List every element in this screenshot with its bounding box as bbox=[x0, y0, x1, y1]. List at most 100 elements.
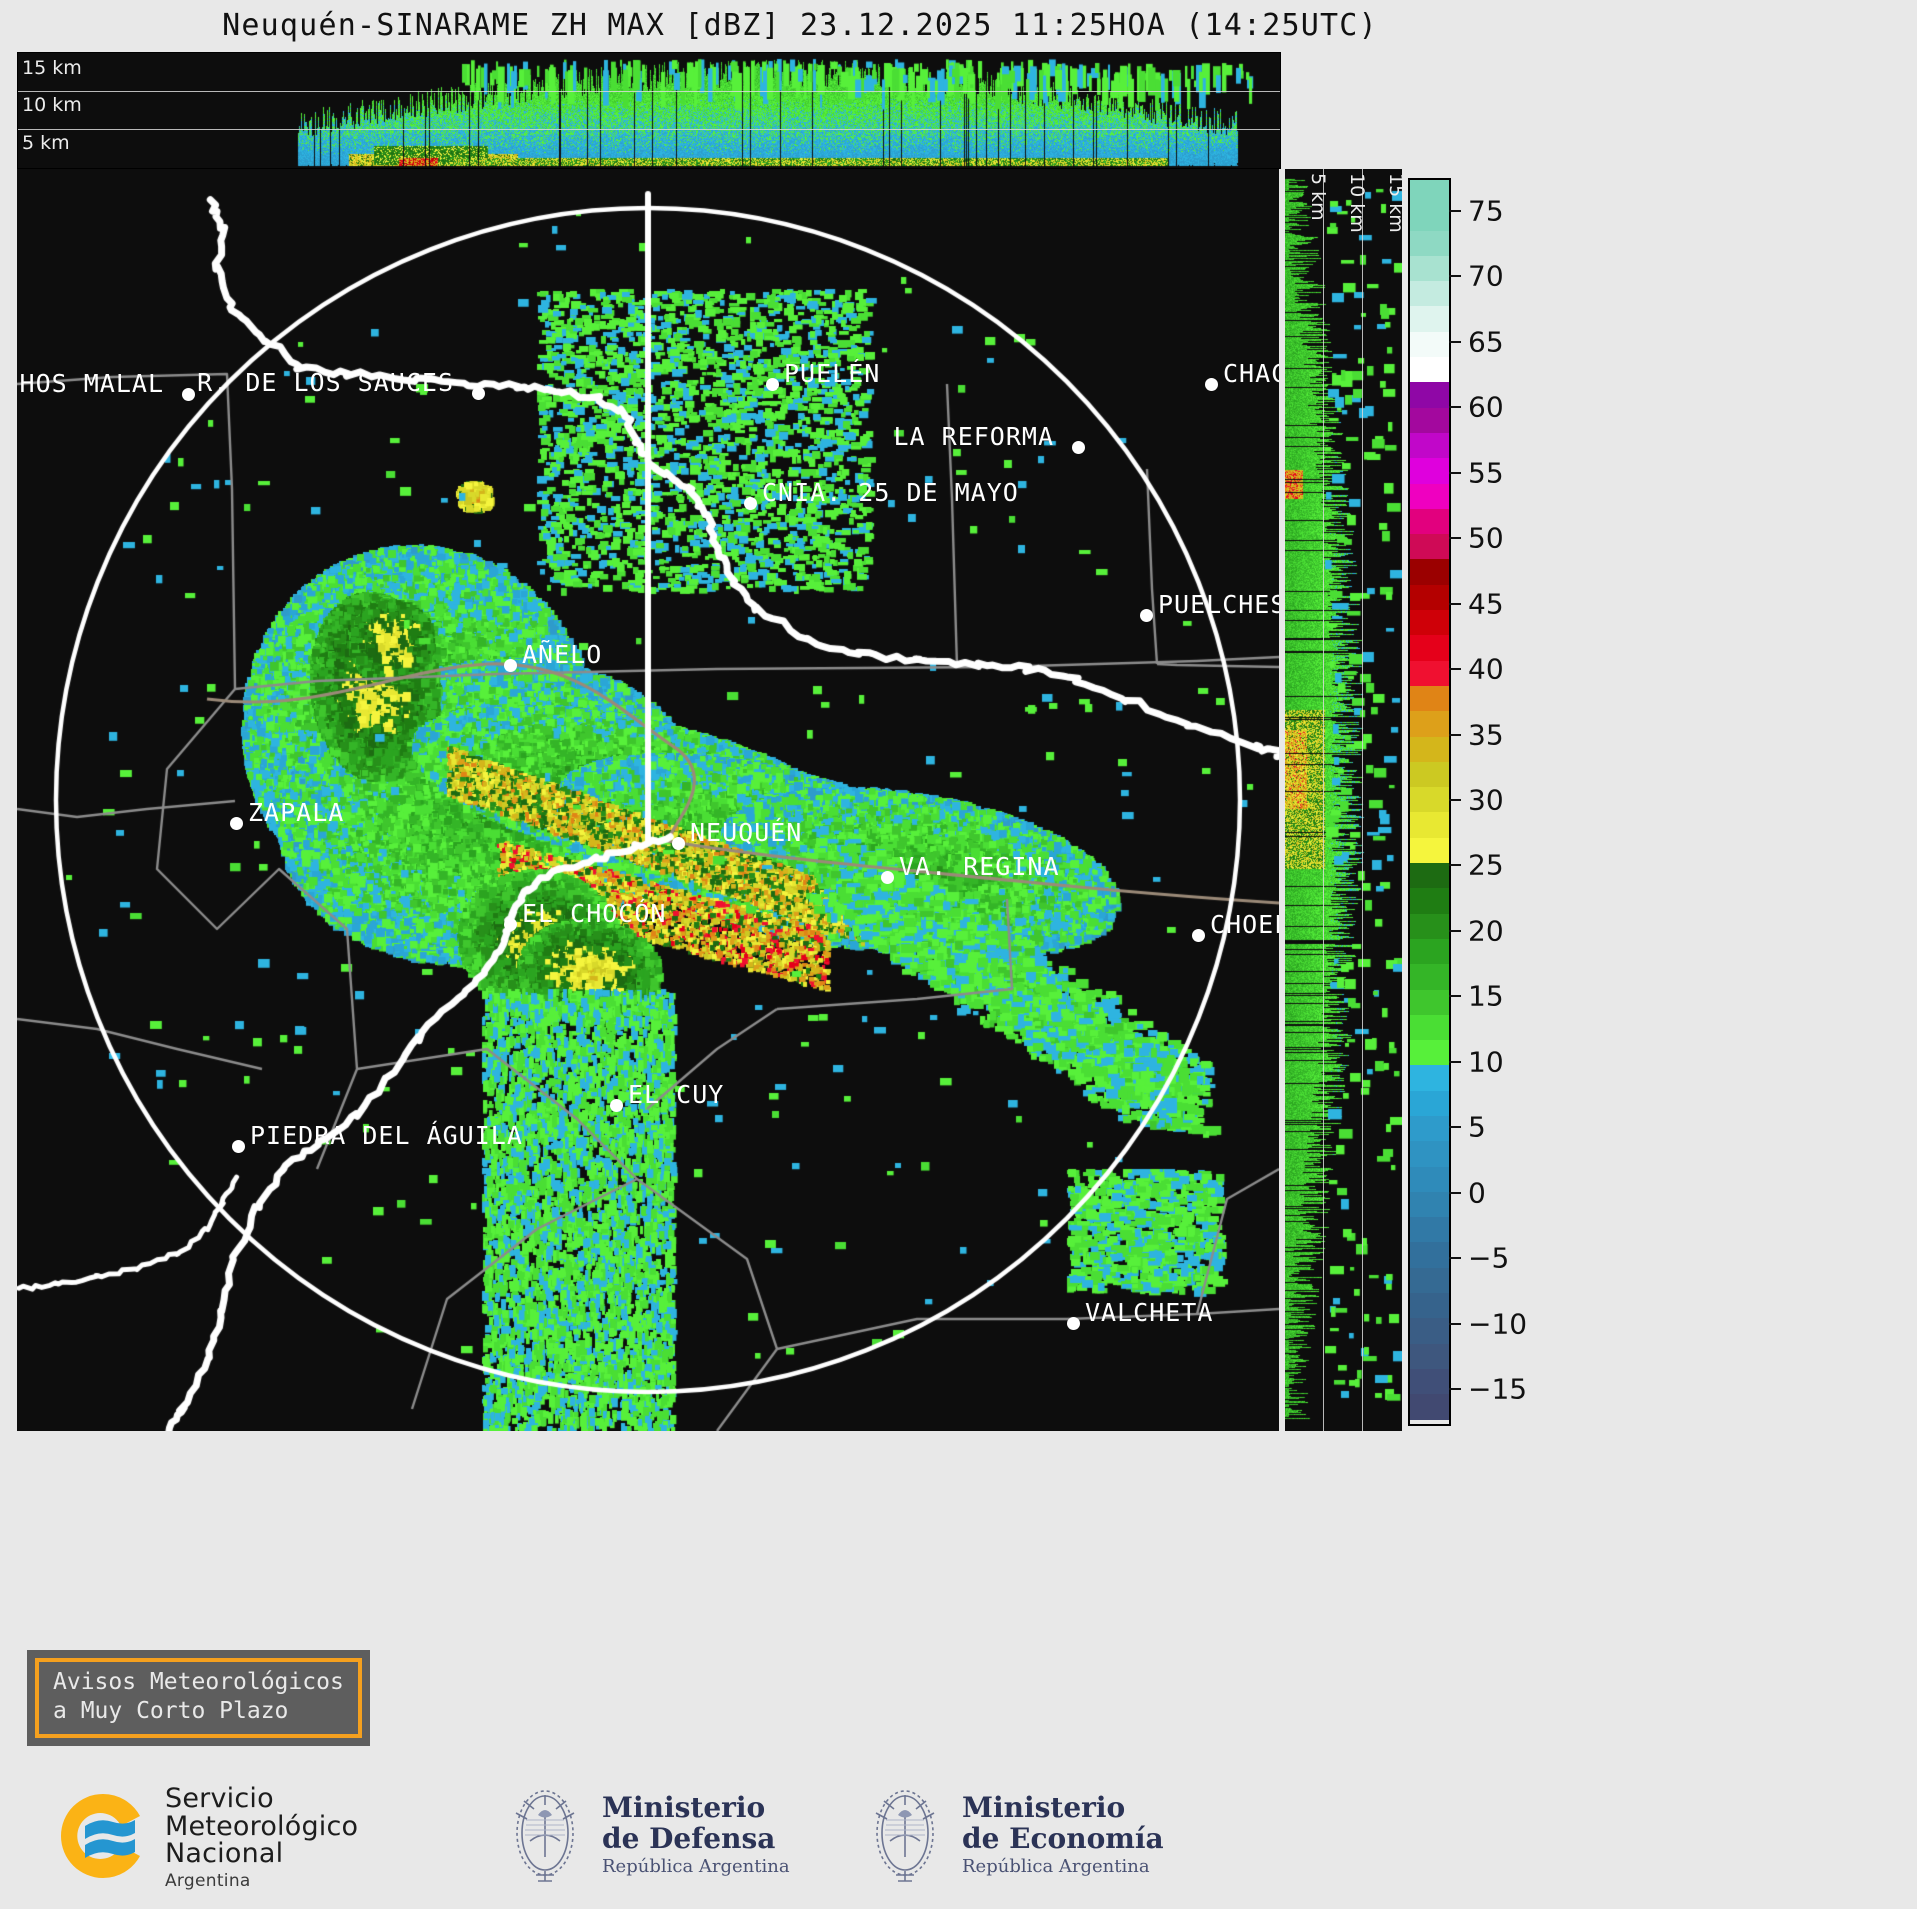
city-dot-icon bbox=[766, 378, 779, 391]
logo-servicio-meteorologico-nacional: Servicio Meteorológico Nacional Argentin… bbox=[55, 1785, 358, 1891]
defensa-wordmark: Ministerio de Defensa República Argentin… bbox=[602, 1793, 790, 1877]
colorbar-tick-label: 20 bbox=[1468, 914, 1504, 948]
defensa-line-3: República Argentina bbox=[602, 1855, 790, 1877]
height-label-15km-right: 15 km bbox=[1385, 173, 1402, 233]
colorbar-tick-label: 45 bbox=[1468, 587, 1504, 621]
city-dot-icon bbox=[1072, 441, 1085, 454]
smn-line-4: Argentina bbox=[165, 1870, 251, 1891]
colorbar-segment bbox=[1410, 1014, 1449, 1041]
gridline-10km-right bbox=[1362, 169, 1363, 1431]
colorbar-tick bbox=[1449, 340, 1461, 343]
city-label: EL CHOCÓN bbox=[522, 899, 667, 928]
colorbar-segment bbox=[1410, 610, 1449, 636]
colorbar-segment bbox=[1410, 281, 1449, 307]
city-label: PUELCHES bbox=[1158, 590, 1279, 619]
right-cross-section-panel: 5 km 10 km 15 km bbox=[1285, 169, 1402, 1431]
page-title: Neuquén-SINARAME ZH MAX [dBZ] 23.12.2025… bbox=[222, 8, 1378, 43]
colorbar-tick-label: 5 bbox=[1468, 1110, 1486, 1144]
colorbar-segment bbox=[1410, 736, 1449, 762]
top-cross-section-panel: 15 km 10 km 5 km bbox=[17, 52, 1281, 169]
argentina-coat-of-arms-icon bbox=[860, 1781, 950, 1889]
gridline-5km-right bbox=[1323, 169, 1324, 1431]
colorbar-tick bbox=[1449, 275, 1461, 278]
city-label: PIEDRA DEL ÁGUILA bbox=[250, 1121, 523, 1150]
logo-ministerio-de-economia: Ministerio de Economía República Argenti… bbox=[860, 1781, 1164, 1889]
colorbar-segment bbox=[1410, 863, 1449, 889]
colorbar-segment bbox=[1410, 1368, 1449, 1395]
colorbar-tick bbox=[1449, 406, 1461, 409]
height-label-10km: 10 km bbox=[22, 94, 82, 116]
colorbar-segment bbox=[1410, 787, 1449, 813]
colorbar-segment bbox=[1410, 812, 1449, 838]
city-label: CHOS MALAL bbox=[17, 369, 164, 398]
city-dot-icon bbox=[230, 817, 243, 830]
colorbar-segment bbox=[1410, 407, 1449, 433]
height-label-10km-right: 10 km bbox=[1346, 173, 1368, 233]
colorbar-tick bbox=[1449, 471, 1461, 474]
colorbar-tick bbox=[1449, 1191, 1461, 1194]
colorbar-segment bbox=[1410, 331, 1449, 358]
avisos-badge[interactable]: Avisos Meteorológicos a Muy Corto Plazo bbox=[27, 1650, 370, 1746]
city-label: CNIA. 25 DE MAYO bbox=[762, 478, 1019, 507]
colorbar-tick-label: 60 bbox=[1468, 390, 1504, 424]
city-label: AÑELO bbox=[522, 640, 603, 669]
colorbar-segment bbox=[1410, 1217, 1449, 1243]
city-dot-icon bbox=[881, 871, 894, 884]
city-label: EL CUY bbox=[628, 1080, 725, 1109]
city-dot-icon bbox=[672, 837, 685, 850]
right-cross-section-canvas bbox=[1285, 169, 1402, 1431]
city-label: R. DE LOS SAUCES bbox=[197, 368, 454, 397]
gridline-5km bbox=[18, 129, 1280, 130]
city-dot-icon bbox=[610, 1099, 623, 1112]
colorbar-segment bbox=[1410, 559, 1449, 585]
colorbar-tick bbox=[1449, 1322, 1461, 1325]
height-label-5km: 5 km bbox=[22, 132, 70, 154]
avisos-line-2: a Muy Corto Plazo bbox=[53, 1697, 289, 1724]
colorbar-tick-label: 70 bbox=[1468, 259, 1504, 293]
colorbar-segment bbox=[1410, 964, 1449, 990]
colorbar-segment bbox=[1410, 230, 1449, 256]
colorbar-segment bbox=[1410, 1394, 1449, 1420]
smn-line-1: Servicio bbox=[165, 1783, 274, 1814]
colorbar-segment bbox=[1410, 761, 1449, 788]
colorbar-segment bbox=[1410, 660, 1449, 686]
city-dot-icon bbox=[1192, 929, 1205, 942]
colorbar-segment bbox=[1410, 483, 1449, 509]
city-label: NEUQUÉN bbox=[690, 818, 803, 847]
colorbar-tick-label: 10 bbox=[1468, 1045, 1504, 1079]
city-dot-icon bbox=[1140, 609, 1153, 622]
smn-line-3: Nacional bbox=[165, 1838, 284, 1870]
colorbar-segment bbox=[1410, 1191, 1449, 1218]
colorbar-segment bbox=[1410, 989, 1449, 1015]
city-dot-icon bbox=[1205, 378, 1218, 391]
city-dot-icon bbox=[472, 387, 485, 400]
radar-map[interactable]: CHOS MALAL R. DE LOS SAUCES PUELÉN CHACHARR… bbox=[17, 169, 1279, 1431]
colorbar-segment bbox=[1410, 1141, 1449, 1167]
colorbar-tick bbox=[1449, 929, 1461, 932]
colorbar-segment bbox=[1410, 1267, 1449, 1294]
economia-line-2: de Economía bbox=[962, 1821, 1164, 1855]
colorbar-segment bbox=[1410, 1166, 1449, 1192]
colorbar-segment bbox=[1410, 584, 1449, 611]
defensa-line-2: de Defensa bbox=[602, 1821, 776, 1855]
colorbar-segment bbox=[1410, 938, 1449, 965]
colorbar-tick-label: 15 bbox=[1468, 979, 1504, 1013]
radar-map-canvas bbox=[17, 169, 1279, 1431]
colorbar-segment bbox=[1410, 1343, 1449, 1369]
colorbar-tick-label: 30 bbox=[1468, 783, 1504, 817]
colorbar-tick bbox=[1449, 1126, 1461, 1129]
city-label: VA. REGINA bbox=[899, 852, 1060, 881]
colorbar-tick-label: −10 bbox=[1468, 1307, 1528, 1341]
colorbar-tick-label: 65 bbox=[1468, 325, 1504, 359]
colorbar-tick bbox=[1449, 537, 1461, 540]
economia-wordmark: Ministerio de Economía República Argenti… bbox=[962, 1791, 1164, 1877]
colorbar-tick bbox=[1449, 1257, 1461, 1260]
colorbar-segment bbox=[1410, 432, 1449, 459]
city-label: CHOELE CHOEL bbox=[1210, 910, 1279, 939]
colorbar-segment bbox=[1410, 458, 1449, 484]
colorbar-segment bbox=[1410, 205, 1449, 231]
city-dot-icon bbox=[744, 497, 757, 510]
economia-line-1: Ministerio bbox=[962, 1791, 1126, 1825]
height-label-5km-right: 5 km bbox=[1307, 173, 1329, 221]
colorbar-segment bbox=[1410, 837, 1449, 864]
